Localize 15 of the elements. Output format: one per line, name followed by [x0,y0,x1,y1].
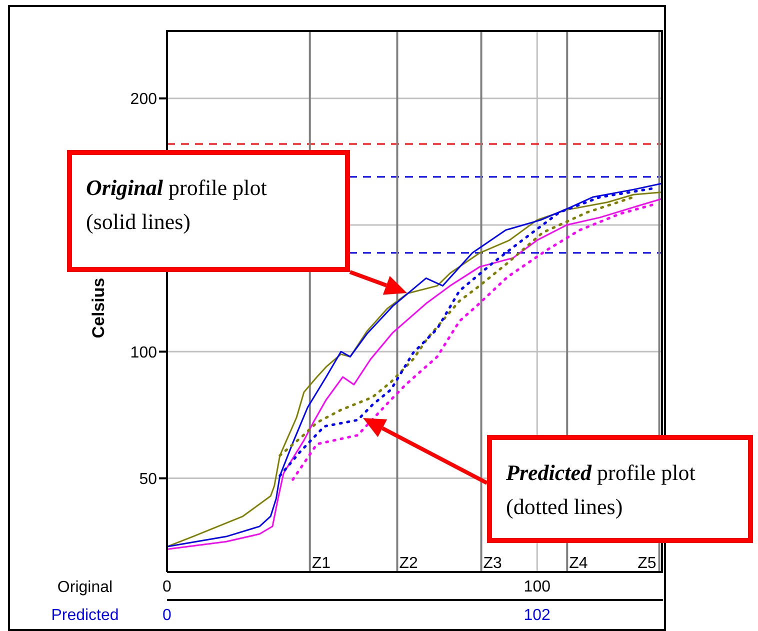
ref-line-label: Z3 [483,555,502,572]
ref-line-label: Z5 [638,555,656,572]
y-tick-label: 200 [130,91,158,108]
x2-tick-label: 102 [524,607,551,624]
x2-axis-title: Predicted [51,607,119,624]
y-tick-label: 100 [130,344,158,362]
x-axis-title: Original [57,579,113,596]
y-tick-label: 50 [139,470,158,488]
ref-line-label: Z2 [399,555,418,572]
x2-tick-label: 0 [162,607,172,624]
ref-line-label: Z1 [312,555,331,572]
ref-line-label: Z4 [569,555,588,572]
callout-box: Original profile plot (solid lines) [67,150,350,272]
callout-box: Predicted profile plot (dotted lines) [487,435,753,543]
y-axis-title: Celsius [89,278,108,338]
